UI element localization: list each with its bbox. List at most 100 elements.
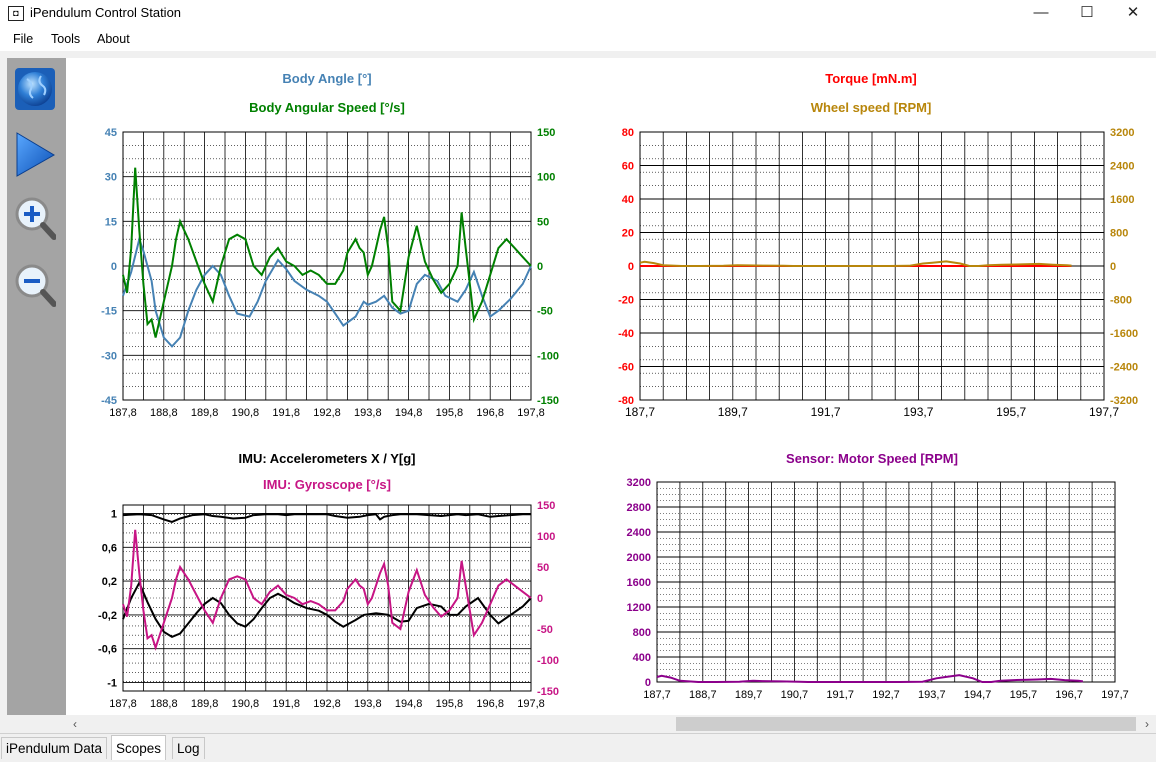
tl-y2tick-label: -100: [537, 350, 559, 362]
br-xtick-label: 194,7: [964, 689, 992, 701]
tab-ipendulum-data[interactable]: iPendulum Data: [1, 737, 108, 759]
tr-y2tick-label: 3200: [1110, 127, 1134, 139]
br-xtick-label: 192,7: [872, 689, 900, 701]
bl-xtick-label: 194,8: [395, 698, 423, 710]
tl-series-0: [122, 235, 532, 348]
tl-xtick-label: 187,8: [109, 407, 137, 419]
tl-y2tick-label: -150: [537, 395, 559, 407]
side-toolbar: [7, 58, 66, 715]
tl-ytick-label: 0: [111, 261, 117, 273]
tab-log[interactable]: Log: [172, 737, 205, 759]
tl-xtick-label: 189,8: [191, 407, 219, 419]
br-xtick-label: 191,7: [826, 689, 854, 701]
tab-scopes[interactable]: Scopes: [111, 735, 167, 760]
tr-xtick-label: 193,7: [903, 405, 933, 419]
tr-y2tick-label: -1600: [1110, 328, 1138, 340]
menu-tools[interactable]: Tools: [51, 32, 81, 46]
tl-y2tick-label: -50: [537, 306, 553, 318]
br-ytick-label: 1600: [627, 577, 651, 589]
bl-chart: 1 0,6 0,2 -0,2 -0,6 -1 150 100 50 0 -50 -100 -150 187…: [98, 500, 559, 710]
br-xtick-label: 188,7: [689, 689, 717, 701]
bl-title-gyro: IMU: Gyroscope [°/s]: [263, 477, 391, 492]
horizontal-scrollbar[interactable]: ‹ ›: [66, 715, 1156, 733]
play-button[interactable]: [14, 131, 56, 177]
tl-xtick-label: 192,8: [313, 407, 341, 419]
menu-about[interactable]: About: [97, 32, 130, 46]
br-ytick-label: 400: [633, 652, 651, 664]
tl-ytick-label: -30: [101, 350, 117, 362]
app-icon: ◘: [8, 6, 24, 21]
bl-xtick-label: 191,8: [272, 698, 300, 710]
tab-strip: iPendulum Data Scopes Log: [0, 733, 1156, 760]
scroll-left-icon[interactable]: ‹: [73, 717, 77, 731]
tl-y2tick-label: 100: [537, 172, 555, 184]
bl-ytick-label: 0,6: [102, 542, 117, 554]
bl-xtick-label: 188,8: [150, 698, 178, 710]
maximize-button[interactable]: ☐: [1080, 4, 1094, 21]
tr-y2tick-label: -800: [1110, 295, 1132, 307]
bl-y2tick-label: -50: [537, 624, 553, 636]
tl-title-angle: Body Angle [°]: [282, 71, 371, 86]
scopes-panel: Body Angle [°] Body Angular Speed [°/s] …: [66, 58, 1156, 715]
bl-xtick-label: 197,8: [517, 698, 545, 710]
bl-xtick-label: 189,8: [191, 698, 219, 710]
bl-ytick-label: 0,2: [102, 576, 117, 588]
scroll-thumb[interactable]: [676, 717, 1136, 731]
br-xtick-label: 189,7: [735, 689, 763, 701]
bl-xtick-label: 187,8: [109, 698, 137, 710]
tl-y2tick-label: 0: [537, 261, 543, 273]
bl-ytick-label: -1: [107, 678, 117, 690]
tr-ytick-label: 20: [622, 228, 634, 240]
close-button[interactable]: ✕: [1126, 4, 1140, 21]
bl-y2tick-label: 50: [537, 562, 549, 574]
br-xtick-label: 197,7: [1101, 689, 1129, 701]
tr-y2tick-label: 2400: [1110, 161, 1134, 173]
tl-chart: 4530150-15-30-45150100500-50-100-150187,…: [101, 127, 559, 419]
tr-ytick-label: 60: [622, 161, 634, 173]
tl-xtick-label: 193,8: [354, 407, 382, 419]
br-ytick-label: 2000: [627, 552, 651, 564]
tl-ytick-label: 45: [105, 127, 117, 139]
connect-button[interactable]: [14, 66, 56, 112]
tr-ytick-label: 40: [622, 194, 634, 206]
tl-title-speed: Body Angular Speed [°/s]: [249, 100, 405, 115]
bl-y2tick-label: 0: [537, 593, 543, 605]
tl-ytick-label: -15: [101, 306, 117, 318]
bl-y2tick-label: 100: [537, 531, 555, 543]
br-ytick-label: 0: [645, 677, 651, 689]
bl-series-1: [122, 580, 532, 639]
br-xtick-label: 196,7: [1055, 689, 1083, 701]
tl-xtick-label: 188,8: [150, 407, 178, 419]
tr-xtick-label: 195,7: [996, 405, 1026, 419]
br-ytick-label: 800: [633, 627, 651, 639]
tr-title-torque: Torque [mN.m]: [825, 71, 916, 86]
tr-ytick-label: -20: [618, 295, 634, 307]
window-title: iPendulum Control Station: [30, 5, 182, 20]
minimize-button[interactable]: —: [1033, 4, 1049, 21]
tr-y2tick-label: -3200: [1110, 395, 1138, 407]
tr-ytick-label: 0: [628, 261, 634, 273]
tl-ytick-label: 15: [105, 216, 117, 228]
zoom-in-icon: [15, 197, 57, 240]
scroll-right-icon[interactable]: ›: [1145, 717, 1149, 731]
br-ytick-label: 2400: [627, 527, 651, 539]
tr-y2tick-label: 0: [1110, 261, 1116, 273]
play-icon: [16, 132, 55, 177]
bl-xtick-label: 192,8: [313, 698, 341, 710]
tl-series-1: [122, 167, 532, 338]
zoom-in-button[interactable]: [14, 194, 57, 240]
bl-xtick-label: 196,8: [476, 698, 504, 710]
br-ytick-label: 2800: [627, 502, 651, 514]
connect-globe-icon: [15, 68, 55, 110]
br-ytick-label: 1200: [627, 602, 651, 614]
tr-y2tick-label: -2400: [1110, 362, 1138, 374]
zoom-out-icon: [15, 264, 57, 307]
tr-xtick-label: 187,7: [625, 405, 655, 419]
tl-xtick-label: 194,8: [395, 407, 423, 419]
tl-y2tick-label: 150: [537, 127, 555, 139]
zoom-out-button[interactable]: [14, 261, 57, 307]
menu-file[interactable]: File: [13, 32, 34, 46]
br-xtick-label: 187,7: [643, 689, 671, 701]
bl-xtick-label: 193,8: [354, 698, 382, 710]
